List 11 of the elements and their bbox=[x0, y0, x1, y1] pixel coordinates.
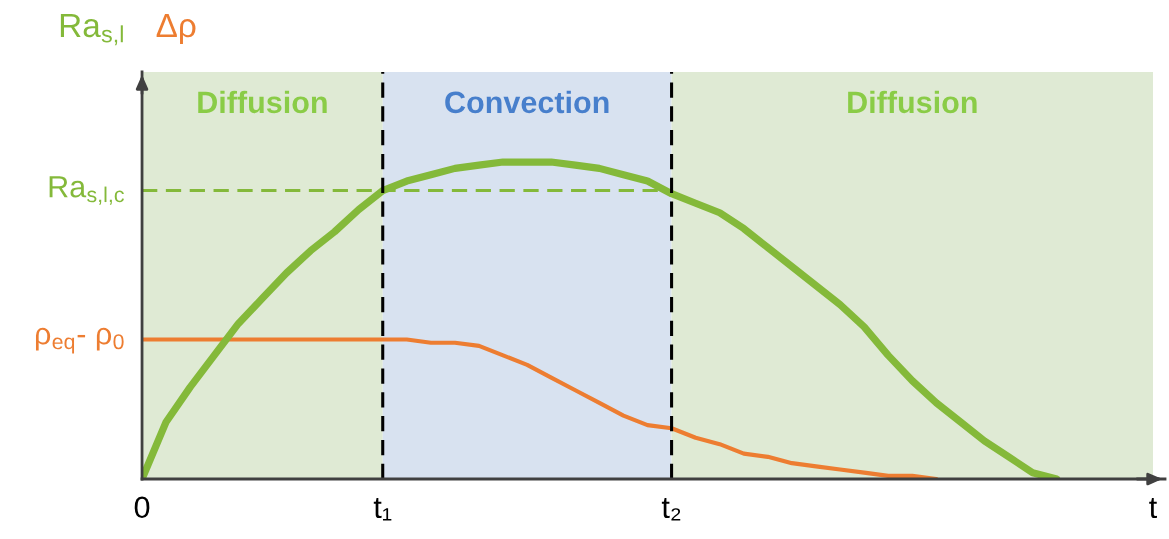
x-tick-label: t bbox=[1149, 498, 1158, 519]
annotation: Ra$_{s,l,c}$ bbox=[49, 176, 124, 205]
text: Ra$_{s,l}$ bbox=[60, 14, 123, 46]
x-tick-label: t₂ bbox=[661, 498, 681, 521]
annotation: ρ$_{eq}$- ρ$_{0}$ bbox=[35, 327, 124, 354]
text: Δρ bbox=[156, 14, 196, 44]
band-label: Convection bbox=[445, 90, 609, 114]
x-tick-label: t₁ bbox=[373, 498, 392, 521]
band-label: Diffusion bbox=[848, 90, 977, 114]
band-label: Diffusion bbox=[198, 90, 327, 114]
x-tick-label: 0 bbox=[134, 496, 150, 519]
